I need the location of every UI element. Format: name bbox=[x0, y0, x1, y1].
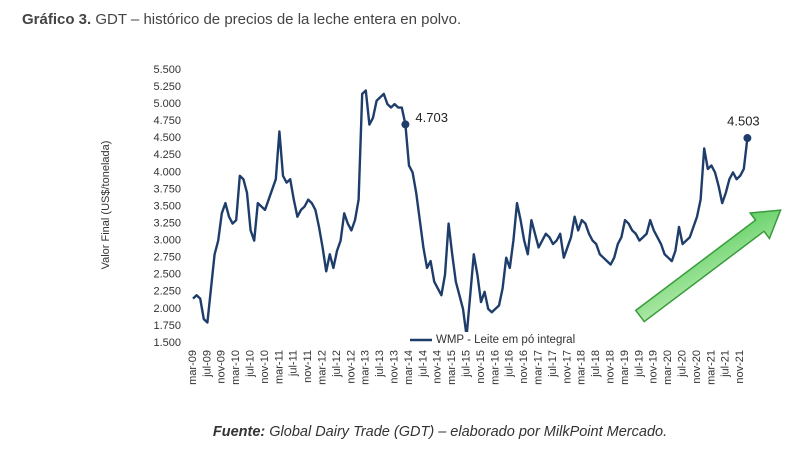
arrow-shape bbox=[634, 209, 782, 323]
x-tick-label: mar-12 bbox=[317, 350, 329, 385]
x-tick-label: nov-20 bbox=[691, 350, 703, 384]
x-tick-label: mar-21 bbox=[705, 350, 717, 385]
x-tick-label: mar-10 bbox=[230, 350, 242, 385]
legend-label: WMP - Leite em pó integral bbox=[436, 334, 575, 346]
title-text: GDT – histórico de precios de la leche e… bbox=[95, 11, 461, 28]
x-tick-label: mar-18 bbox=[576, 350, 588, 385]
x-tick-label: nov-16 bbox=[518, 350, 530, 384]
y-tick-label: 5.500 bbox=[153, 64, 181, 76]
y-tick-label: 4.000 bbox=[153, 166, 181, 178]
trend-arrow bbox=[634, 209, 782, 323]
x-tick-label: nov-15 bbox=[475, 350, 487, 384]
x-tick-label: mar-11 bbox=[273, 350, 285, 384]
y-tick-label: 1.500 bbox=[153, 337, 181, 349]
x-tick-label: mar-16 bbox=[489, 350, 501, 385]
x-tick-label: nov-14 bbox=[432, 350, 444, 384]
x-tick-label: nov-13 bbox=[389, 350, 401, 384]
x-tick-label: mar-19 bbox=[619, 350, 631, 385]
y-tick-label: 3.250 bbox=[153, 217, 181, 229]
x-tick-label: jul-11 bbox=[288, 350, 300, 377]
y-tick-label: 4.750 bbox=[153, 115, 181, 127]
y-tick-label: 2.750 bbox=[153, 252, 181, 264]
y-tick-label: 2.250 bbox=[153, 286, 181, 298]
data-point bbox=[743, 134, 752, 143]
x-tick-label: jul-19 bbox=[633, 350, 645, 378]
x-tick-label: nov-21 bbox=[734, 350, 746, 384]
y-tick-label: 5.000 bbox=[153, 98, 181, 110]
x-tick-label: nov-11 bbox=[302, 350, 314, 383]
legend-bg bbox=[406, 332, 598, 347]
y-tick-label: 3.750 bbox=[153, 183, 181, 195]
x-tick-label: jul-18 bbox=[590, 350, 602, 378]
y-tick-label: 5.250 bbox=[153, 81, 181, 93]
source-prefix: Fuente: bbox=[213, 424, 266, 440]
x-tick-label: jul-17 bbox=[547, 350, 559, 378]
data-label: 4.503 bbox=[727, 113, 760, 128]
y-tick-label: 3.500 bbox=[153, 200, 181, 212]
chart-title: Gráfico 3. GDT – histórico de precios de… bbox=[22, 11, 461, 28]
source-text: Global Dairy Trade (GDT) – elaborado por… bbox=[269, 424, 667, 440]
y-tick-label: 3.000 bbox=[153, 235, 181, 247]
x-tick-label: mar-15 bbox=[446, 350, 458, 385]
x-tick-label: jul-21 bbox=[720, 350, 732, 378]
y-tick-label: 4.250 bbox=[153, 149, 181, 161]
data-line bbox=[192, 89, 749, 338]
x-tick-label: mar-20 bbox=[662, 350, 674, 385]
x-tick-label: mar-09 bbox=[187, 350, 199, 385]
x-tick-label: nov-10 bbox=[259, 350, 271, 384]
y-tick-label: 2.500 bbox=[153, 269, 181, 281]
x-tick-label: jul-16 bbox=[504, 350, 516, 378]
x-tick-label: nov-19 bbox=[648, 350, 660, 384]
x-tick-label: jul-12 bbox=[331, 350, 343, 378]
data-point bbox=[401, 120, 410, 129]
x-tick-label: jul-13 bbox=[374, 350, 386, 378]
y-axis-title: Valor Final (US$/tonelada) bbox=[100, 141, 112, 270]
x-tick-label: nov-17 bbox=[561, 350, 573, 384]
x-tick-label: nov-12 bbox=[345, 350, 357, 384]
x-tick-label: jul-10 bbox=[245, 350, 257, 378]
y-tick-label: 2.000 bbox=[153, 303, 181, 315]
data-label: 4.703 bbox=[415, 110, 448, 125]
x-tick-label: mar-14 bbox=[403, 350, 415, 385]
title-prefix: Gráfico 3. bbox=[22, 11, 91, 28]
x-tick-label: jul-09 bbox=[201, 350, 213, 378]
y-tick-label: 4.500 bbox=[153, 132, 181, 144]
x-tick-label: jul-20 bbox=[677, 350, 689, 378]
x-tick-label: jul-15 bbox=[461, 350, 473, 378]
source: Fuente: Global Dairy Trade (GDT) – elabo… bbox=[213, 424, 667, 440]
x-tick-label: mar-17 bbox=[533, 350, 545, 385]
x-tick-label: jul-14 bbox=[417, 350, 429, 378]
x-tick-label: nov-09 bbox=[216, 350, 228, 384]
y-tick-label: 1.750 bbox=[153, 320, 181, 332]
x-tick-label: nov-18 bbox=[605, 350, 617, 384]
x-tick-label: mar-13 bbox=[360, 350, 372, 385]
